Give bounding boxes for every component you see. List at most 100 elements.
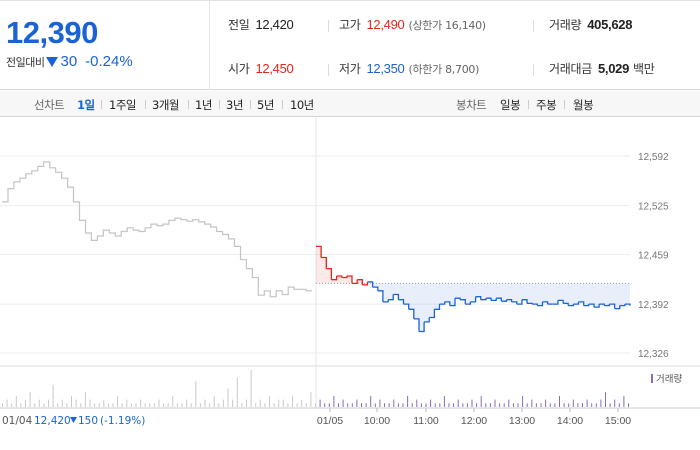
area-fill-segment bbox=[413, 283, 419, 319]
period-3year-button[interactable]: 3년 bbox=[226, 98, 243, 112]
area-fill-segment bbox=[496, 283, 502, 299]
volume-bar bbox=[554, 403, 556, 407]
volume-bar bbox=[264, 403, 266, 407]
volume-bar bbox=[241, 403, 243, 407]
period-10year-button[interactable]: 10년 bbox=[290, 98, 314, 112]
volume-bar bbox=[402, 403, 404, 407]
down-triangle-icon bbox=[70, 417, 77, 423]
price-chart[interactable]: 12,592 12,525 12,459 12,392 12,326 01/05 10:0… bbox=[0, 118, 700, 450]
candle-weekly-button[interactable]: 주봉 bbox=[536, 98, 557, 112]
volume-bar bbox=[480, 395, 482, 407]
period-1week-button[interactable]: 1주일 bbox=[109, 98, 136, 112]
volume-bar bbox=[315, 403, 316, 407]
volume-bar bbox=[301, 399, 303, 407]
summary-date: 01/04 bbox=[2, 415, 33, 427]
divider bbox=[564, 100, 565, 109]
volume-bar bbox=[135, 403, 137, 407]
volume-bar bbox=[126, 399, 128, 407]
volume-bar bbox=[71, 395, 72, 407]
area-fill-segment bbox=[460, 283, 466, 300]
area-fill-segment bbox=[501, 283, 507, 302]
y-tick-label: 12,459 bbox=[638, 251, 669, 262]
area-fill-segment bbox=[377, 283, 383, 291]
stat-label: 시가 bbox=[228, 62, 250, 76]
stat-value: 405,628 bbox=[587, 17, 633, 32]
period-5year-button[interactable]: 5년 bbox=[257, 98, 274, 112]
volume-bar bbox=[430, 399, 432, 407]
area-fill-segment bbox=[393, 283, 399, 295]
volume-bar bbox=[324, 403, 326, 407]
volume-bar bbox=[61, 399, 63, 407]
series-line-segment bbox=[465, 301, 472, 305]
volume-bar bbox=[370, 395, 372, 407]
volume-bar bbox=[11, 403, 13, 407]
area-fill-segment bbox=[599, 283, 605, 305]
period-3month-button[interactable]: 3개월 bbox=[152, 98, 179, 112]
area-fill-segment bbox=[316, 246, 322, 284]
divider bbox=[533, 20, 534, 32]
series-line-segment bbox=[444, 301, 451, 306]
volume-bar bbox=[549, 403, 551, 407]
area-fill-segment bbox=[429, 283, 435, 318]
summary-change: 150 bbox=[78, 415, 98, 427]
divider bbox=[219, 100, 220, 109]
area-fill-segment bbox=[424, 283, 430, 322]
area-fill-segment bbox=[594, 283, 600, 308]
current-price: 12,390 bbox=[6, 15, 98, 50]
change-label: 전일대비 bbox=[6, 55, 45, 69]
volume-bar bbox=[388, 403, 390, 407]
x-axis-labels: 01/05 10:00 11:00 12:00 13:00 14:00 15:00 bbox=[317, 408, 631, 427]
area-fill-segment bbox=[388, 283, 394, 300]
area-fill-segment bbox=[609, 283, 615, 305]
prev-day-summary: 01/04 12,420 150 (-1.19%) bbox=[2, 415, 145, 427]
volume-bar bbox=[167, 403, 169, 407]
candle-monthly-button[interactable]: 월봉 bbox=[573, 98, 594, 112]
volume-bar bbox=[121, 403, 123, 407]
area-fill-segment bbox=[542, 283, 548, 302]
stat-label: 저가 bbox=[339, 62, 361, 76]
y-tick-label: 12,592 bbox=[638, 152, 669, 163]
divider bbox=[533, 64, 534, 76]
divider bbox=[188, 100, 189, 109]
summary-change-percent: (-1.19%) bbox=[100, 415, 145, 427]
series-line-segment bbox=[419, 321, 425, 333]
area-fill-segment bbox=[537, 283, 543, 306]
area-fill-segment bbox=[521, 283, 527, 300]
candle-daily-button[interactable]: 일봉 bbox=[500, 98, 521, 112]
volume-bar bbox=[75, 399, 77, 407]
stat-value: 12,490 bbox=[366, 17, 405, 32]
chart-background bbox=[0, 118, 700, 450]
volume-bar bbox=[278, 399, 280, 407]
period-1day-button[interactable]: 1일 bbox=[77, 98, 95, 112]
volume-bar bbox=[577, 403, 579, 407]
area-fill-segment bbox=[588, 283, 594, 305]
volume-bar bbox=[439, 403, 441, 407]
volume-bar bbox=[38, 399, 40, 407]
stat-value: 12,350 bbox=[366, 61, 405, 76]
volume-bar bbox=[89, 399, 91, 407]
volume-bar bbox=[186, 399, 188, 407]
volume-bar bbox=[149, 403, 151, 407]
volume-bar bbox=[107, 403, 109, 407]
volume-bar bbox=[213, 395, 215, 407]
series-line-segment bbox=[527, 302, 533, 305]
volume-bar bbox=[158, 399, 160, 407]
series-line-prev-day bbox=[2, 161, 312, 298]
area-fill-segment bbox=[532, 283, 538, 305]
period-1year-button[interactable]: 1년 bbox=[195, 98, 212, 112]
volume-bar bbox=[471, 399, 473, 407]
volume-bar bbox=[499, 403, 501, 407]
volume-bar bbox=[117, 395, 119, 407]
volume-bar bbox=[563, 403, 565, 407]
x-tick-label: 15:00 bbox=[605, 415, 631, 427]
series-line-segment bbox=[393, 293, 400, 300]
volume-bar bbox=[374, 403, 376, 407]
volume-bar bbox=[342, 399, 344, 407]
area-fill-segment bbox=[336, 276, 342, 284]
volume-bar bbox=[609, 403, 611, 407]
area-fill-segment bbox=[604, 283, 610, 306]
series-line-segment bbox=[326, 267, 333, 280]
volume-bar bbox=[595, 403, 597, 407]
volume-bar bbox=[466, 403, 468, 407]
divider bbox=[282, 100, 283, 109]
